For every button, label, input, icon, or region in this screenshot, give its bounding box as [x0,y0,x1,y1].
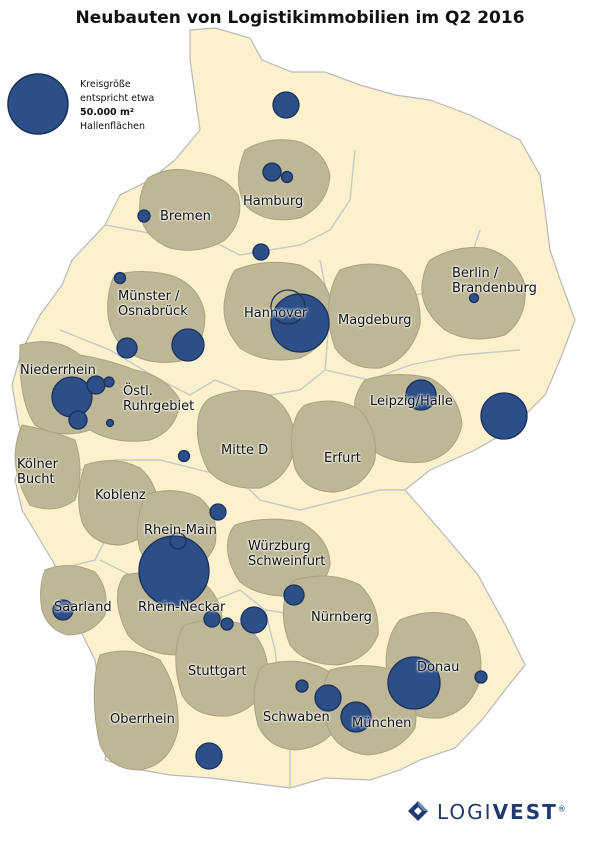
label-line: Osnabrück [118,304,188,319]
site-circle [295,679,309,693]
label-bremen: Bremen [160,209,211,224]
logivest-logo: LOGIVEST® [405,798,566,826]
site-circle [480,392,528,440]
site-circle [220,617,234,631]
site-circle [137,209,151,223]
label-erfurt: Erfurt [324,451,361,466]
label-rheinmain: Rhein-Main [144,523,217,538]
site-circle [103,376,115,388]
label-line: Berlin / [452,266,499,281]
site-circle [138,535,210,607]
site-circle [387,656,441,710]
label-nuernberg: Nürnberg [311,610,372,625]
label-magdeburg: Magdeburg [338,313,412,328]
site-circle [113,271,127,285]
label-line: Würzburg [248,539,311,554]
site-circle [203,610,221,628]
site-circle [314,684,342,712]
label-leipzig: Leipzig/Halle [370,394,453,409]
site-circle [240,606,268,634]
site-circle [270,289,306,325]
label-hamburg: Hamburg [243,194,304,209]
label-berlin: Berlin / Brandenburg [452,266,537,296]
label-mitte: Mitte D [221,443,269,458]
region-shape-erfurt [291,400,376,493]
site-circle [116,337,138,359]
region-shape-mitte [197,390,296,489]
site-circle [209,503,227,521]
site-circle [468,292,480,304]
label-muenster: Münster / Osnabrück [118,289,188,319]
legend-line: Hallenflächen [80,121,146,132]
site-circle [283,584,305,606]
site-circle [195,742,223,770]
region-shape-magdeburg [327,263,421,369]
label-muenchen: München [352,716,412,731]
legend-circle [7,73,69,135]
logo-text-heavy: VEST [492,800,558,824]
legend-line: 50.000 m² [80,107,135,118]
site-circle [177,449,191,463]
label-schwaben: Schwaben [263,710,330,725]
site-circle [86,375,106,395]
label-niederrhein: Niederrhein [20,363,96,378]
label-oberrhein: Oberrhein [110,712,175,727]
region-shape-koeln [14,424,81,510]
region-shape-oberrhein [93,650,179,771]
label-stuttgart: Stuttgart [188,664,247,679]
label-line: Kölner [17,457,59,472]
label-koeln: Kölner Bucht [17,457,58,487]
label-line: Östl. [123,384,153,399]
label-line: Ruhrgebiet [123,399,195,414]
label-rheinneckar: Rhein-Neckar [138,600,226,615]
legend-line: entspricht etwa [80,93,155,104]
site-circle [270,293,330,353]
site-circle [252,243,270,261]
site-circle [474,670,488,684]
site-circle [340,701,372,733]
site-circle [51,376,93,418]
site-circle [262,162,282,182]
label-hannover: Hannover [244,306,308,321]
logo-registered: ® [557,804,566,814]
label-line: Münster / [118,289,180,304]
label-line: Schweinfurt [248,554,326,569]
label-wuerzburg: Würzburg Schweinfurt [248,539,325,569]
logo-text-light: LOGI [437,800,493,824]
site-circle [105,418,115,428]
logivest-logo-mark [408,801,428,821]
label-saarland: Saarland [54,600,112,615]
site-circle [171,328,205,362]
label-donau: Donau [417,660,460,675]
label-line: Bucht [17,472,55,487]
logo-text: LOGIVEST® [437,800,566,824]
legend-line: Kreisgröße [80,79,131,90]
label-koblenz: Koblenz [95,488,146,503]
label-ruhr: Östl. Ruhrgebiet [123,384,194,414]
site-circle [280,170,294,184]
site-circle [52,599,74,621]
site-circle [68,410,88,430]
site-circle [169,532,187,550]
map-title: Neubauten von Logistikimmobilien im Q2 2… [75,8,525,28]
label-line: Brandenburg [452,281,537,296]
legend-text: Kreisgröße entspricht etwa 50.000 m² Hal… [80,78,154,134]
site-circle [272,91,300,119]
site-circle [405,379,437,411]
